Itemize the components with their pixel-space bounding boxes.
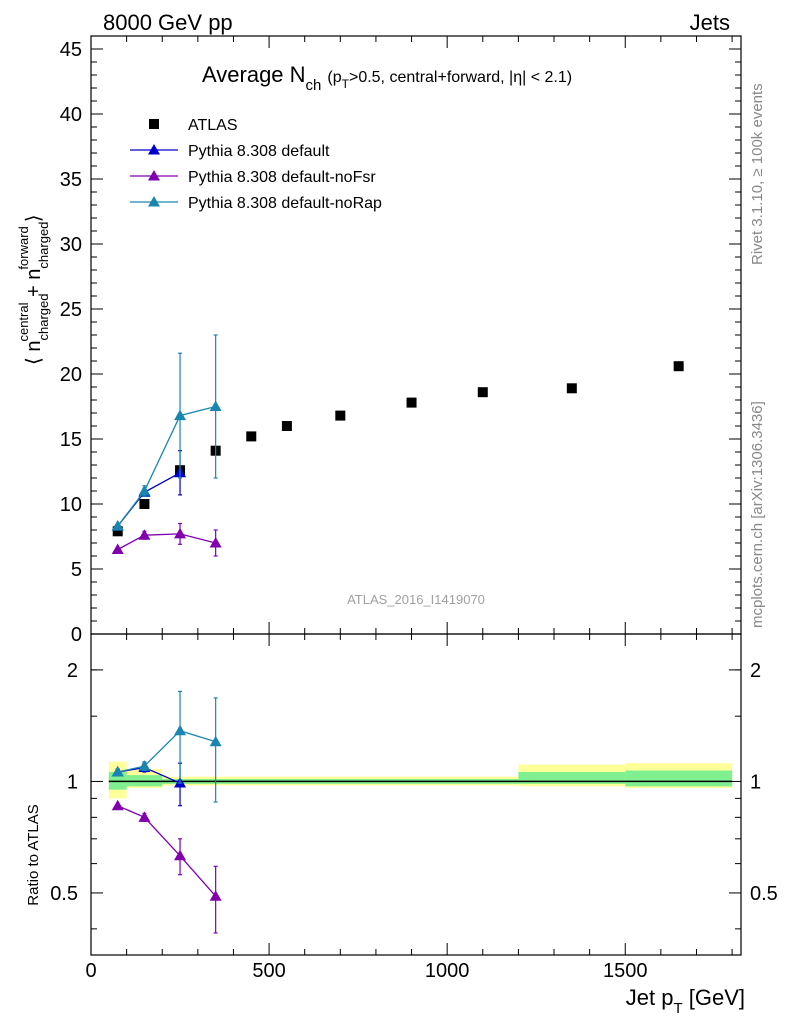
- series-line: [117, 730, 216, 773]
- y-tick-label: 15: [60, 429, 82, 451]
- mcplots-label: mcplots.cern.ch [arXiv:1306.3436]: [749, 401, 766, 628]
- ratio-panel: 0 500 1000 1500 0.5 0.5 1 1 2 2: [50, 633, 778, 982]
- series-pythia-8-308-default-nofsr: [111, 522, 222, 557]
- y-tick-label: 20: [60, 364, 82, 386]
- data-point: [209, 735, 222, 747]
- ratio-y-tick-label-right: 1: [750, 771, 761, 793]
- y-tick-label: 5: [71, 559, 82, 581]
- data-point: [139, 499, 150, 509]
- legend-marker: [148, 144, 160, 155]
- legend-marker: [149, 119, 159, 129]
- legend-label: Pythia 8.308 default: [188, 143, 330, 160]
- y-tick-label: 35: [60, 169, 82, 191]
- legend-marker: [148, 196, 160, 207]
- rivet-version-label: Rivet 3.1.10, ≥ 100k events: [749, 83, 766, 265]
- series-line: [117, 405, 216, 527]
- data-point: [174, 724, 187, 736]
- data-point: [209, 890, 222, 901]
- plot-title: Average Nch (pT>0.5, central+forward, |η|…: [202, 62, 572, 94]
- title-main: Average N: [202, 62, 306, 87]
- ratio-y-tick-label-right: 0.5: [750, 883, 778, 905]
- data-point: [138, 811, 151, 822]
- xlabel-sub: T: [673, 1000, 682, 1017]
- x-tick-label: 500: [252, 960, 285, 982]
- data-point: [566, 383, 577, 394]
- main-panel: 0 5 10 15 20 25 30 35 40 45: [60, 35, 742, 646]
- ratio-plot-frame: [90, 633, 742, 956]
- uncertainty-band-green: [625, 770, 733, 787]
- y-tick-label: 25: [60, 299, 82, 321]
- series-line: [117, 533, 216, 551]
- legend-label: ATLAS: [188, 117, 238, 134]
- title-open-sub: T: [342, 77, 350, 91]
- data-point: [174, 527, 187, 539]
- ratio-y-tick-label: 1: [67, 771, 78, 793]
- data-point: [138, 529, 151, 540]
- legend-label: Pythia 8.308 default-noRap: [188, 195, 382, 212]
- xlabel-unit: [GeV]: [683, 985, 745, 1010]
- title-main-sub: ch: [306, 77, 322, 94]
- series-atlas: [112, 361, 684, 537]
- y-tick-label: 40: [60, 104, 82, 126]
- data-point: [673, 361, 684, 372]
- y-tick-label: 30: [60, 234, 82, 256]
- data-point: [174, 849, 187, 861]
- ratio-series-pythia-8-308-default-norap: [111, 690, 222, 803]
- data-point: [111, 520, 124, 531]
- x-tick-label: 1000: [425, 960, 470, 982]
- x-tick-label: 1500: [603, 960, 648, 982]
- data-point: [246, 431, 257, 442]
- data-point: [174, 409, 187, 421]
- legend: ATLAS Pythia 8.308 default Pythia 8.308 de…: [130, 117, 382, 212]
- ylabel-sub1: charged: [36, 294, 51, 341]
- ratio-y-tick-label-right: 2: [750, 660, 761, 682]
- ylabel-plus: + n: [23, 269, 45, 303]
- xlabel-main: Jet p: [626, 985, 674, 1010]
- ylabel-sup1: central: [16, 302, 31, 341]
- data-point: [477, 387, 488, 398]
- data-point: [281, 421, 292, 431]
- y-tick-label: 0: [71, 624, 82, 646]
- legend-marker: [148, 170, 160, 181]
- data-point: [209, 400, 222, 411]
- ylabel-sub2: charged: [36, 222, 51, 269]
- header-left: 8000 GeV pp: [103, 10, 233, 35]
- data-point: [138, 760, 151, 771]
- ylabel-sup2: forward: [16, 226, 31, 269]
- legend-label: Pythia 8.308 default-noFsr: [188, 169, 376, 186]
- ylabel-open: ⟨ n: [23, 341, 45, 365]
- uncertainty-band-green: [518, 772, 626, 784]
- data-point: [111, 799, 124, 811]
- y-tick-label: 10: [60, 494, 82, 516]
- ratio-y-tick-label: 2: [67, 660, 78, 682]
- data-point: [406, 397, 417, 408]
- data-point: [111, 766, 124, 777]
- ylabel-close: ⟩: [23, 214, 45, 222]
- title-open: (p: [327, 69, 341, 86]
- series-pythia-8-308-default-norap: [111, 334, 222, 531]
- x-axis-label: Jet pT [GeV]: [626, 985, 745, 1017]
- header-right: Jets: [690, 10, 730, 35]
- data-point: [335, 410, 346, 421]
- series-line: [117, 805, 217, 897]
- x-tick-label: 0: [85, 960, 96, 982]
- ratio-y-axis-label: Ratio to ATLAS: [25, 804, 42, 905]
- data-point: [111, 543, 124, 554]
- ratio-series-pythia-8-308-default-nofsr: [111, 799, 222, 934]
- y-axis-label: ⟨ nchargedcentral + nchargedforward⟩: [16, 214, 51, 365]
- data-point: [138, 485, 151, 496]
- title-rest: >0.5, central+forward, |η| < 2.1): [349, 69, 572, 86]
- y-tick-label: 45: [60, 39, 82, 61]
- ratio-y-tick-label: 0.5: [50, 883, 78, 905]
- analysis-watermark: ATLAS_2016_I1419070: [347, 592, 485, 607]
- data-point: [209, 537, 222, 548]
- data-point: [112, 526, 123, 537]
